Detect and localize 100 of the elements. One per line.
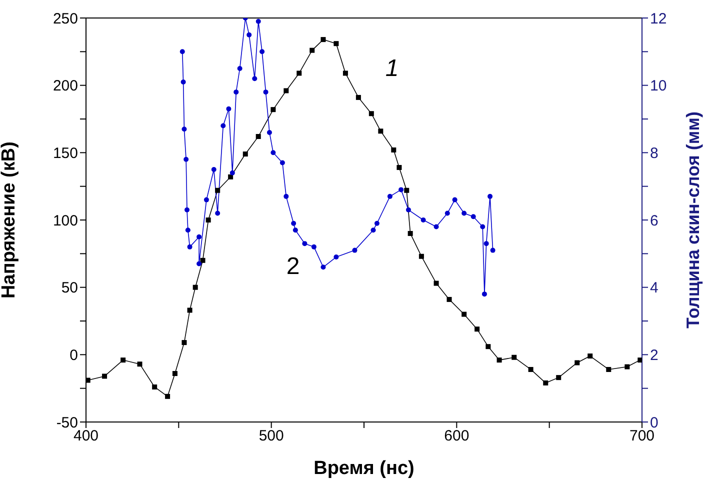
point bbox=[374, 220, 380, 226]
point bbox=[452, 197, 458, 202]
point bbox=[334, 41, 339, 46]
point bbox=[352, 248, 358, 253]
point bbox=[242, 152, 248, 157]
point bbox=[528, 366, 534, 372]
point bbox=[234, 90, 239, 95]
point bbox=[408, 230, 413, 236]
y2-tick-label: 2 bbox=[650, 346, 658, 364]
point bbox=[418, 254, 424, 259]
point bbox=[280, 160, 285, 166]
point bbox=[86, 378, 90, 383]
point bbox=[270, 107, 276, 112]
point bbox=[230, 170, 235, 176]
point bbox=[606, 366, 612, 372]
point bbox=[311, 244, 316, 250]
point bbox=[486, 344, 491, 350]
y-tick-label: 250 bbox=[52, 10, 78, 28]
point bbox=[638, 358, 642, 363]
point bbox=[370, 228, 376, 233]
point bbox=[320, 264, 326, 270]
point bbox=[228, 174, 234, 180]
point bbox=[206, 218, 211, 222]
point bbox=[588, 354, 593, 359]
point bbox=[237, 66, 242, 71]
point bbox=[310, 48, 315, 53]
point bbox=[196, 234, 202, 240]
point bbox=[196, 261, 202, 266]
point bbox=[204, 197, 209, 202]
point bbox=[398, 187, 404, 192]
point bbox=[420, 218, 426, 222]
point bbox=[624, 364, 630, 370]
annotation: 1 bbox=[385, 55, 399, 82]
x-axis-title: Время (нс) bbox=[314, 458, 414, 479]
point bbox=[284, 194, 289, 199]
point bbox=[434, 224, 439, 230]
point bbox=[446, 296, 452, 302]
point bbox=[391, 147, 396, 152]
point bbox=[182, 340, 187, 346]
point bbox=[484, 241, 489, 246]
point bbox=[182, 126, 187, 132]
point bbox=[220, 123, 226, 128]
point bbox=[320, 37, 326, 42]
point bbox=[215, 188, 220, 193]
point bbox=[187, 244, 192, 250]
point bbox=[512, 354, 517, 360]
point bbox=[120, 358, 126, 363]
point bbox=[102, 374, 108, 379]
y-tick-label: 100 bbox=[52, 212, 78, 230]
point bbox=[291, 220, 296, 226]
point bbox=[266, 130, 272, 135]
y-tick-label: 200 bbox=[52, 78, 78, 95]
point bbox=[470, 214, 476, 220]
point bbox=[246, 32, 252, 38]
point bbox=[172, 371, 178, 376]
point bbox=[256, 18, 261, 24]
y2-axis-title: Толщина скин-слоя (мм) bbox=[683, 111, 703, 329]
point bbox=[334, 254, 339, 260]
point bbox=[165, 394, 170, 399]
point bbox=[152, 384, 158, 390]
point bbox=[482, 292, 487, 297]
y-axis-title: Напряжение (кВ) bbox=[0, 142, 20, 298]
point bbox=[404, 188, 410, 193]
y2-tick-label: 6 bbox=[650, 212, 658, 230]
point bbox=[184, 156, 189, 162]
point bbox=[556, 375, 562, 380]
point bbox=[387, 194, 392, 199]
point bbox=[184, 207, 190, 212]
point bbox=[200, 258, 206, 263]
x-tick-label: 600 bbox=[444, 428, 470, 445]
point bbox=[302, 241, 308, 246]
point bbox=[211, 167, 216, 172]
point bbox=[215, 210, 220, 216]
point bbox=[252, 76, 258, 82]
point bbox=[406, 207, 411, 212]
point bbox=[256, 134, 261, 140]
point bbox=[226, 106, 232, 112]
point bbox=[496, 358, 502, 363]
point bbox=[137, 362, 142, 367]
point bbox=[396, 164, 402, 170]
y-tick-label: 0 bbox=[70, 346, 78, 364]
x-tick-label: 500 bbox=[258, 428, 284, 445]
point bbox=[192, 284, 198, 290]
point bbox=[187, 308, 192, 313]
point bbox=[260, 49, 265, 54]
point bbox=[462, 312, 467, 317]
point bbox=[356, 94, 361, 100]
y2-tick-label: 12 bbox=[650, 10, 667, 28]
point bbox=[296, 70, 302, 76]
point bbox=[488, 194, 493, 199]
point bbox=[185, 228, 190, 233]
point bbox=[462, 210, 467, 216]
point bbox=[474, 326, 480, 332]
point bbox=[292, 228, 298, 233]
point bbox=[270, 150, 276, 156]
y-tick-label: 50 bbox=[61, 280, 78, 297]
y2-tick-label: 4 bbox=[650, 280, 658, 297]
point bbox=[574, 360, 580, 366]
point bbox=[368, 111, 374, 116]
point bbox=[263, 90, 268, 95]
